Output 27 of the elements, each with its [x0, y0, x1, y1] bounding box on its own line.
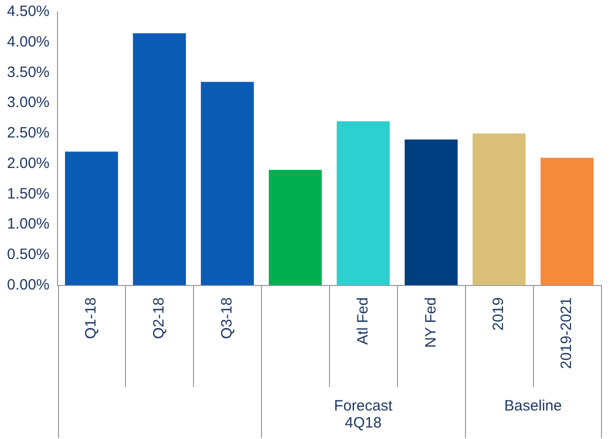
- bar: [404, 140, 458, 286]
- x-tick-label: Atl Fed: [354, 297, 372, 345]
- bar: [268, 170, 322, 286]
- x-tick-label: Q3-18: [218, 297, 236, 339]
- y-tick-label: 0.50%: [6, 246, 50, 264]
- text: Forecast 4Q18: [334, 398, 394, 432]
- x-tick-label: Q2-18: [150, 297, 168, 339]
- bar: [472, 133, 526, 286]
- text: Baseline: [504, 398, 562, 415]
- y-tick-label: 4.50%: [6, 3, 50, 20]
- y-tick-label: 4.00%: [6, 34, 50, 51]
- y-tick-label: 0.00%: [6, 276, 50, 294]
- bar: [132, 33, 186, 286]
- y-tick-label: 2.50%: [6, 124, 50, 142]
- y-tick-label: 2.00%: [6, 154, 50, 172]
- x-tick-label: 2019-2021: [558, 297, 576, 369]
- y-tick-label: 1.50%: [6, 185, 50, 202]
- bar: [200, 82, 254, 286]
- bar: [65, 152, 118, 286]
- bar: [540, 158, 594, 286]
- y-tick-label: 1.00%: [6, 216, 50, 233]
- y-tick-label: 3.00%: [6, 94, 50, 112]
- x-tick-label: Q1-18: [82, 297, 100, 339]
- x-tick-label: 2019: [490, 297, 508, 331]
- bar: [336, 121, 390, 286]
- y-tick-label: 3.50%: [6, 64, 50, 81]
- x-tick-label: NY Fed: [422, 297, 440, 348]
